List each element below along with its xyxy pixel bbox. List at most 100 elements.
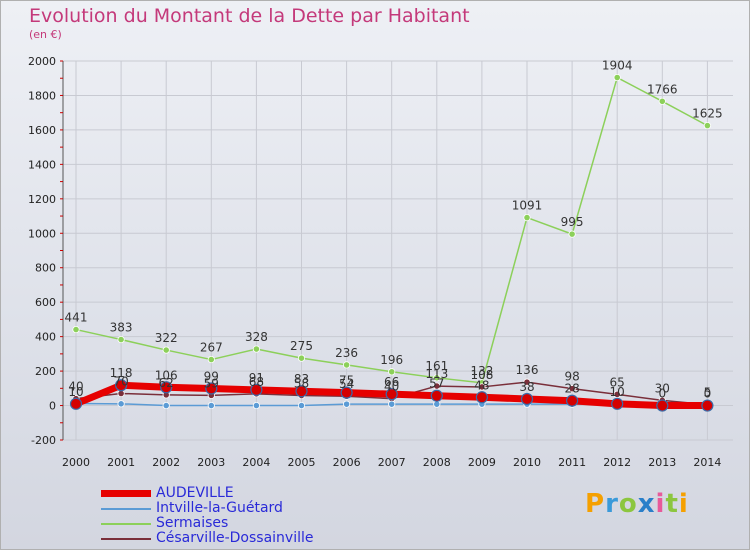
data-point-0 [520,392,534,406]
data-point-2 [72,325,80,334]
data-point-0 [565,394,579,407]
y-tick-label: 1800 [28,89,56,102]
series-layer [69,73,714,412]
y-tick-label: 600 [35,296,56,309]
chart-subtitle: (en €) [29,28,62,41]
x-tick-label: 2001 [107,456,135,469]
data-label: 275 [290,339,313,353]
data-point-1 [388,400,396,408]
data-label: 0 [704,387,712,401]
data-point-0 [475,391,488,404]
data-point-0 [656,399,669,412]
data-label: 40 [384,380,399,394]
data-point-1 [433,400,441,408]
data-label: 10 [68,385,83,399]
y-tick-label: 1600 [28,124,56,137]
data-label: 40 [68,380,83,394]
data-label: 118 [110,366,133,380]
x-tick-label: 2003 [197,456,225,469]
legend-swatch-intville [101,508,151,510]
data-label: 38 [519,380,534,394]
data-label: 65 [610,375,625,389]
data-label: 5 [704,386,712,400]
axes: -200 0 200 400 600 800 10 0 0 1200 1400 1600 1800 200… [28,55,721,469]
y-tick-label: -200 [31,434,56,447]
data-point-1 [342,400,351,408]
x-tick-label: 2002 [152,456,180,469]
data-label: 322 [155,331,178,345]
data-point-1 [207,401,215,410]
data-label: 236 [335,346,358,360]
data-label: 995 [561,215,584,229]
proxiti-logo: Proxiti [585,489,689,519]
legend-swatch-cesarville [101,538,151,540]
data-label: 68 [249,375,264,389]
data-point-2 [388,368,396,376]
data-point-0 [611,397,624,410]
legend-label-cesarville: Césarville-Dossainville [156,530,314,546]
data-point-1 [162,401,170,410]
data-point-0 [69,397,83,410]
data-label: 441 [65,311,88,325]
x-tick-label: 2009 [468,456,496,469]
data-labels: 10 118 106 99 91 83 75 66 57 48 38 28 10 0 0 441 383 322 2… [65,59,723,401]
data-point-2 [342,361,351,369]
y-tick-label: 1400 [28,158,56,171]
data-label: 66 [384,375,399,389]
legend-label-intville: Intville-la-Guétard [156,500,283,516]
x-tick-label: 2000 [62,456,90,469]
y-tick-label: 800 [35,262,56,275]
data-point-2 [703,122,712,130]
data-label: 267 [200,341,223,355]
data-label: 70 [113,374,128,388]
y-tick-label: 400 [35,331,56,344]
data-point-3 [478,383,486,391]
data-point-0 [114,379,128,392]
x-tick-label: 2004 [242,456,270,469]
y-tick-label: 2000 [28,55,56,68]
data-point-2 [117,335,125,344]
x-tick-label: 2006 [333,456,361,469]
data-label: 161 [425,359,448,373]
data-point-0 [295,385,308,398]
data-point-2 [207,355,215,364]
x-tick-label: 2012 [603,456,631,469]
data-point-2 [523,213,531,222]
data-point-3 [433,382,441,390]
y-tick-label: 0 [49,400,56,413]
data-label: 59 [204,376,219,390]
data-point-0 [340,386,353,399]
data-label: 62 [159,376,174,390]
legend-swatch-sermaises [101,523,151,525]
data-label: 30 [655,381,670,395]
data-point-0 [205,382,218,395]
x-tick-label: 2007 [378,456,406,469]
data-label: 57 [429,377,444,391]
x-tick-label: 2008 [423,456,451,469]
data-label: 10 [610,385,625,399]
data-point-0 [385,388,398,401]
data-label: 83 [294,372,309,386]
y-tick-label: 1200 [28,193,56,206]
data-point-3 [523,378,531,386]
data-label: 1766 [647,82,678,96]
chart-title: Evolution du Montant de la Dette par Hab… [29,5,470,27]
data-label: 106 [155,368,178,382]
data-point-0 [701,399,714,412]
data-point-2 [162,346,170,354]
data-label: 108 [470,368,493,382]
y-tick-label: 200 [35,365,56,378]
data-label: 0 [658,387,666,401]
data-point-2 [252,345,260,353]
legend-label-sermaises: Sermaises [156,515,229,531]
data-label: 1904 [602,59,633,73]
data-point-3 [613,390,621,398]
data-point-1 [117,400,125,408]
data-label: 98 [564,370,579,384]
data-label: 383 [110,321,133,335]
x-tick-label: 2011 [558,456,586,469]
data-label: 99 [204,369,219,383]
data-label: 58 [294,377,309,391]
data-label: 136 [516,363,539,377]
